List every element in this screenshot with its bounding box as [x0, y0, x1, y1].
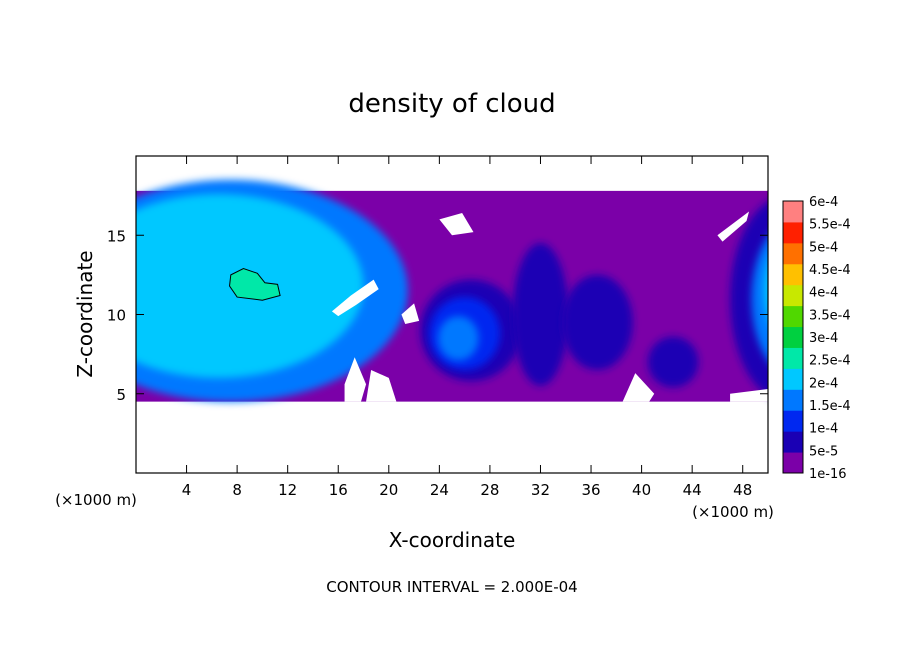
x-tick-label: 28 [480, 481, 499, 499]
colorbar-label: 4e-4 [809, 286, 838, 301]
colorbar-swatch [783, 221, 803, 244]
colorbar-label: 5.5e-4 [809, 218, 851, 233]
density-region-6 [512, 243, 569, 386]
colorbar-label: 1.5e-4 [809, 399, 851, 414]
density-region-11 [764, 262, 768, 319]
x-tick-label: 20 [379, 481, 398, 499]
colorbar-label: 5e-4 [809, 240, 838, 255]
colorbar-swatch [783, 326, 803, 348]
colorbar-swatch [783, 347, 803, 369]
colorbar-label: 2.5e-4 [809, 354, 851, 369]
density-field [136, 179, 768, 402]
y-tick-label: 15 [107, 227, 126, 245]
cloud-free-gap-18 [366, 369, 397, 402]
x-tick-label: 8 [232, 481, 242, 499]
colorbar-swatch [783, 368, 803, 390]
chart-title: density of cloud [348, 89, 555, 119]
x-axis-ticks: 4 8 12 16 20 24 28 32 36 40 44 48 [182, 156, 752, 499]
contour-interval-note: CONTOUR INTERVAL = 2.000E-04 [326, 578, 577, 596]
x-tick-label: 24 [430, 481, 449, 499]
cloud-free-gap-14 [439, 213, 474, 236]
colorbar-swatch [783, 242, 803, 265]
colorbar-swatch [783, 431, 803, 453]
colorbar-label: 5e-5 [809, 444, 838, 459]
colorbar-swatch [783, 201, 803, 223]
colorbar-swatch [783, 410, 803, 432]
colorbar-swatch [783, 305, 803, 328]
colorbar-swatch [783, 452, 803, 474]
colorbar-frame [782, 200, 804, 474]
x-tick-label: 48 [733, 481, 752, 499]
density-region-2 [136, 194, 364, 378]
y-tick-label: 5 [116, 386, 126, 404]
x-tick-label: 12 [278, 481, 297, 499]
x-tick-label: 4 [182, 481, 192, 499]
colorbar-swatch [783, 284, 803, 307]
x-tick-label: 40 [632, 481, 651, 499]
x-axis-label: X-coordinate [389, 528, 516, 552]
x-tick-label: 44 [683, 481, 702, 499]
colorbar: 1e-16 5e-5 1e-4 1.5e-4 2e-4 2.5e-4 3e-4 3.5e-4 4… [782, 195, 851, 482]
density-region-5 [438, 316, 479, 361]
y-tick-label: 10 [107, 307, 126, 325]
x-unit-left: (×1000 m) [55, 491, 137, 509]
x-tick-label: 16 [329, 481, 348, 499]
y-axis-ticks: 5 10 15 [107, 227, 768, 404]
colorbar-label: 2e-4 [809, 376, 838, 391]
density-region-8 [647, 336, 699, 388]
cloud-free-gap-15 [717, 211, 750, 242]
colorbar-swatch [783, 263, 803, 286]
cloud-free-gap-20 [622, 373, 655, 402]
cloud-free-gap-19 [730, 388, 768, 402]
density-region-10 [751, 236, 768, 361]
cloud-free-gap-17 [344, 357, 367, 402]
colorbar-label: 3e-4 [809, 331, 838, 346]
density-region-7 [561, 274, 633, 370]
x-unit-right: (×1000 m) [692, 503, 774, 521]
colorbar-label: 6e-4 [809, 195, 838, 210]
cloud-free-gap-13 [331, 279, 379, 317]
colorbar-label: 1e-4 [809, 422, 838, 437]
colorbar-swatch [783, 389, 803, 411]
colorbar-label: 3.5e-4 [809, 308, 851, 323]
cloud-free-gap-16 [401, 303, 420, 325]
colorbar-label: 1e-16 [809, 467, 847, 482]
density-region-12 [229, 267, 281, 301]
x-tick-label: 36 [581, 481, 600, 499]
y-axis-label: Z-coordinate [73, 250, 97, 377]
colorbar-label: 4.5e-4 [809, 263, 851, 278]
density-region-9 [730, 201, 768, 396]
x-tick-label: 32 [531, 481, 550, 499]
